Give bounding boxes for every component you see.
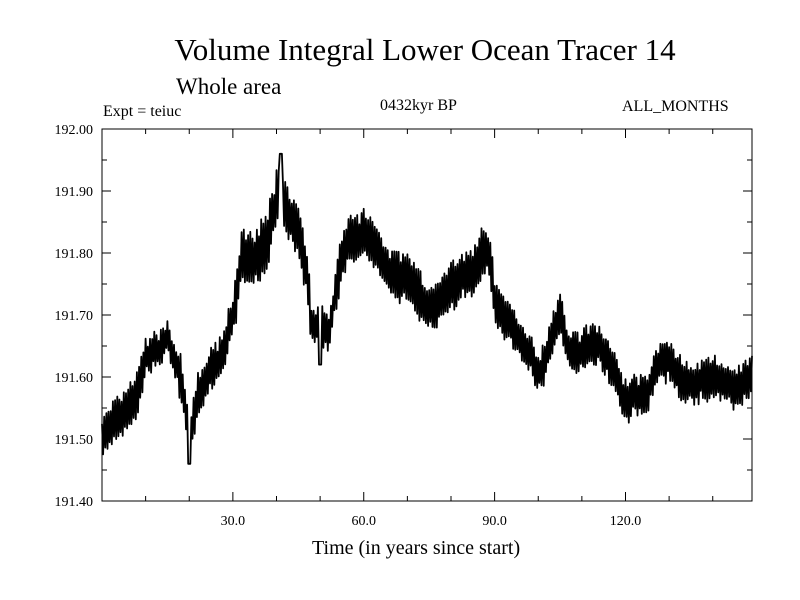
x-tick-label: 30.0 bbox=[221, 514, 246, 529]
y-tick-label: 191.40 bbox=[55, 495, 94, 510]
y-tick-label: 192.00 bbox=[55, 123, 94, 138]
y-tick-label: 191.50 bbox=[55, 433, 94, 448]
x-axis-label: Time (in years since start) bbox=[312, 537, 521, 559]
period-label: 0432kyr BP bbox=[380, 97, 457, 114]
x-tick-label: 90.0 bbox=[482, 514, 507, 529]
chart-subtitle: Whole area bbox=[176, 74, 282, 99]
x-tick-label: 60.0 bbox=[351, 514, 376, 529]
x-tick-label: 120.0 bbox=[610, 514, 642, 529]
y-tick-label: 191.80 bbox=[55, 247, 94, 262]
y-tick-label: 191.90 bbox=[55, 185, 94, 200]
y-tick-label: 191.60 bbox=[55, 371, 94, 386]
series-line bbox=[101, 152, 753, 465]
months-label: ALL_MONTHS bbox=[622, 98, 729, 115]
tick-labels: 191.40 191.50 191.60 191.70 191.80 191.90 192.… bbox=[55, 123, 642, 529]
experiment-label: Expt = teiuc bbox=[103, 103, 182, 120]
y-tick-label: 191.70 bbox=[55, 309, 94, 324]
axis-ticks bbox=[102, 128, 752, 502]
chart-title: Volume Integral Lower Ocean Tracer 14 bbox=[174, 32, 676, 67]
series-group bbox=[101, 152, 753, 465]
